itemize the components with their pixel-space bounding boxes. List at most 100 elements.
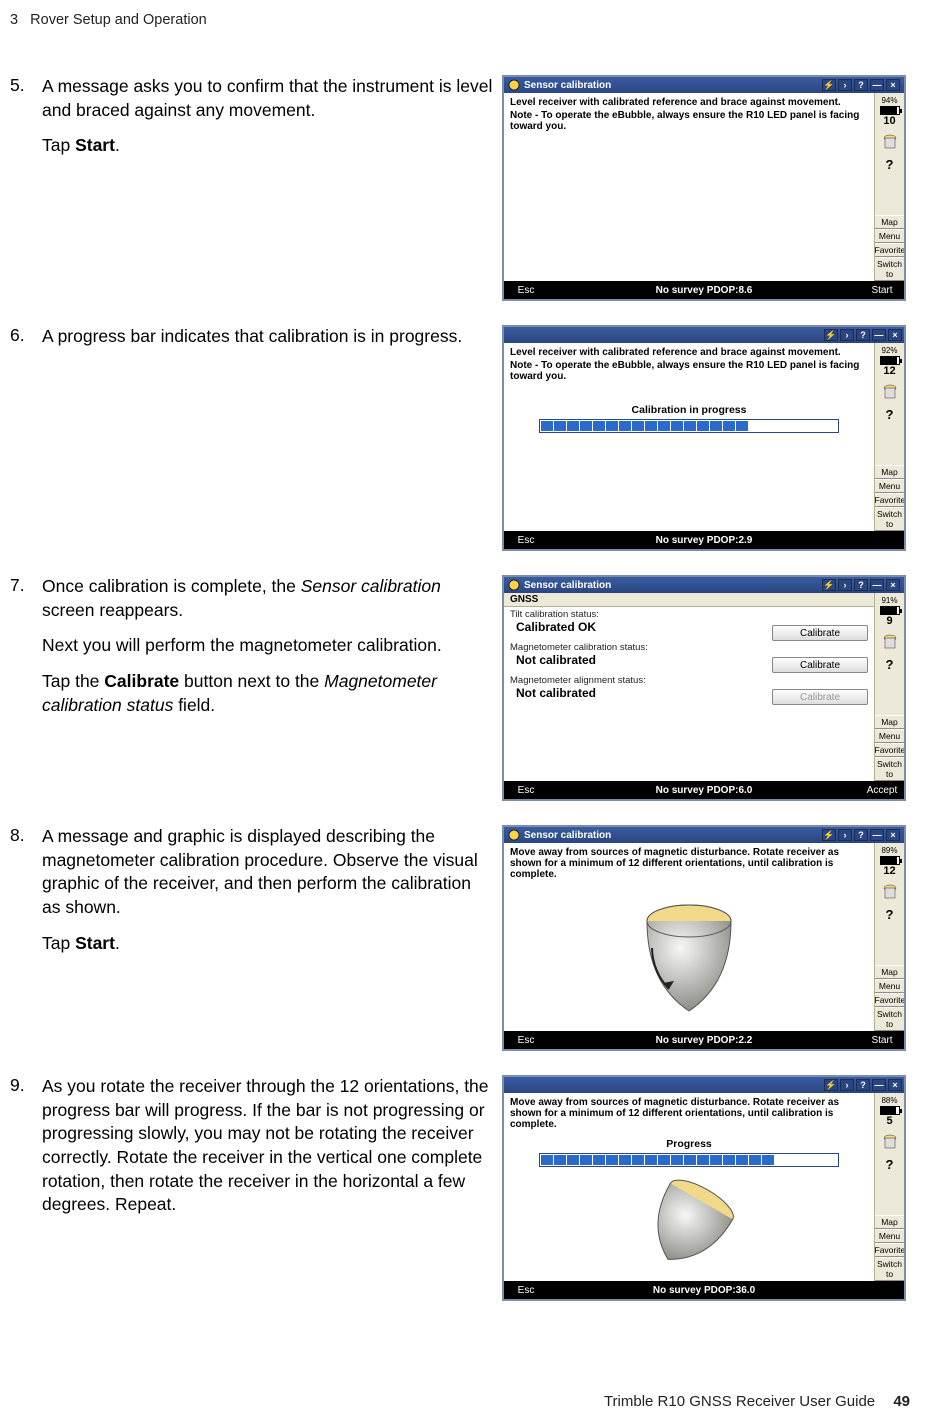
titlebar-text: Sensor calibration [524, 580, 611, 591]
side-map-button[interactable]: Map [875, 715, 905, 729]
workarea: Level receiver with calibrated reference… [504, 343, 874, 531]
help-icon[interactable]: ? [856, 1079, 870, 1091]
esc-button[interactable]: Esc [504, 785, 548, 796]
bolt-icon[interactable]: › [838, 79, 852, 91]
help-icon[interactable]: ? [854, 579, 868, 591]
side-menu-button[interactable]: Menu [875, 479, 905, 493]
status-text: No survey PDOP:2.2 [548, 1035, 860, 1046]
esc-button[interactable]: Esc [504, 285, 548, 296]
esc-button[interactable]: Esc [504, 1285, 548, 1296]
bolt-icon[interactable]: › [840, 329, 854, 341]
help-mark[interactable]: ? [886, 907, 894, 922]
titlebar-small: ⚡ › ? — × [504, 1077, 904, 1093]
close-icon[interactable]: × [888, 329, 902, 341]
side-favorites-button[interactable]: Favorites [875, 243, 905, 257]
side-menu-button[interactable]: Menu [875, 979, 905, 993]
tilt-label: Tilt calibration status: [510, 609, 868, 620]
page-footer: Trimble R10 GNSS Receiver User Guide 49 [604, 1393, 910, 1410]
side-map-button[interactable]: Map [875, 215, 905, 229]
trimble-icon [508, 579, 520, 591]
side-favorites-button[interactable]: Favorites [875, 743, 905, 757]
step-text: A progress bar indicates that calibratio… [42, 325, 494, 349]
start-button[interactable]: Start [860, 285, 904, 296]
note-text: Note - To operate the eBubble, always en… [504, 358, 874, 384]
help-mark[interactable]: ? [886, 657, 894, 672]
mag-align-label: Magnetometer alignment status: [510, 675, 868, 686]
plug-icon[interactable]: ⚡ [822, 829, 836, 841]
help-mark[interactable]: ? [886, 157, 894, 172]
step-text: Tap Start. [42, 134, 494, 158]
gnss-tab[interactable]: GNSS [504, 593, 874, 607]
chapter-title: Rover Setup and Operation [30, 12, 207, 28]
side-menu-button[interactable]: Menu [875, 1229, 905, 1243]
battery-icon [880, 606, 900, 615]
side-map-button[interactable]: Map [875, 965, 905, 979]
bottombar: Esc No survey PDOP:36.0 [504, 1281, 904, 1299]
step-8: 8. A message and graphic is displayed de… [0, 825, 930, 1051]
battery-icon [880, 356, 900, 365]
bottombar: Esc No survey PDOP:2.9 [504, 531, 904, 549]
step-text: A message and graphic is displayed descr… [42, 825, 494, 920]
status-text: No survey PDOP:2.9 [548, 535, 860, 546]
close-icon[interactable]: × [886, 829, 900, 841]
help-mark[interactable]: ? [886, 1157, 894, 1172]
titlebar-right: ⚡ › ? — × [822, 829, 900, 841]
plug-icon[interactable]: ⚡ [824, 329, 838, 341]
note-text: Note - To operate the eBubble, always en… [504, 108, 874, 134]
progress-bar [539, 419, 839, 433]
bolt-icon[interactable]: › [838, 579, 852, 591]
start-button[interactable]: Start [860, 1035, 904, 1046]
step-body: As you rotate the receiver through the 1… [42, 1075, 502, 1229]
minimize-icon[interactable]: — [872, 1079, 886, 1091]
side-switchto-button[interactable]: Switch to [875, 1257, 905, 1281]
minimize-icon[interactable]: — [870, 829, 884, 841]
side-switchto-button[interactable]: Switch to [875, 757, 905, 781]
minimize-icon[interactable]: — [870, 579, 884, 591]
side-menu-button[interactable]: Menu [875, 729, 905, 743]
close-icon[interactable]: × [886, 579, 900, 591]
side-favorites-button[interactable]: Favorites [875, 1243, 905, 1257]
side-switchto-button[interactable]: Switch to [875, 257, 905, 281]
help-icon[interactable]: ? [854, 829, 868, 841]
step-text: Tap Start. [42, 932, 494, 956]
sidebar: 92% 12 ? Map Menu Favorites Switch to [874, 343, 904, 531]
side-switchto-button[interactable]: Switch to [875, 1007, 905, 1031]
plug-icon[interactable]: ⚡ [822, 579, 836, 591]
satellite-count: 12 [883, 865, 895, 877]
plug-icon[interactable]: ⚡ [824, 1079, 838, 1091]
help-mark[interactable]: ? [886, 407, 894, 422]
sidebar: 89% 12 ? Map Menu Favorites Switch to [874, 843, 904, 1031]
step-number: 9. [0, 1075, 42, 1096]
accept-button[interactable]: Accept [860, 785, 904, 796]
bolt-icon[interactable]: › [840, 1079, 854, 1091]
minimize-icon[interactable]: — [870, 79, 884, 91]
side-menu-button[interactable]: Menu [875, 229, 905, 243]
receiver-mini-icon [882, 383, 898, 403]
minimize-icon[interactable]: — [872, 329, 886, 341]
close-icon[interactable]: × [888, 1079, 902, 1091]
instruction-text: Level receiver with calibrated reference… [504, 343, 874, 358]
help-icon[interactable]: ? [856, 329, 870, 341]
battery-icon [880, 106, 900, 115]
step-text: As you rotate the receiver through the 1… [42, 1075, 494, 1217]
esc-button[interactable]: Esc [504, 535, 548, 546]
step-text: Once calibration is complete, the Sensor… [42, 575, 494, 622]
side-map-button[interactable]: Map [875, 465, 905, 479]
side-switchto-button[interactable]: Switch to [875, 507, 905, 531]
satellite-count: 5 [886, 1115, 892, 1127]
receiver-mini-icon [882, 1133, 898, 1153]
esc-button[interactable]: Esc [504, 1035, 548, 1046]
titlebar-text: Sensor calibration [524, 80, 611, 91]
calibrate-magnetometer-button[interactable]: Calibrate [772, 657, 868, 673]
side-map-button[interactable]: Map [875, 1215, 905, 1229]
help-icon[interactable]: ? [854, 79, 868, 91]
calibrate-tilt-button[interactable]: Calibrate [772, 625, 868, 641]
plug-icon[interactable]: ⚡ [822, 79, 836, 91]
bolt-icon[interactable]: › [838, 829, 852, 841]
battery-indicator: 91% 9 [880, 596, 900, 627]
titlebar-right: ⚡ › ? — × [822, 79, 900, 91]
side-favorites-button[interactable]: Favorites [875, 493, 905, 507]
side-favorites-button[interactable]: Favorites [875, 993, 905, 1007]
battery-indicator: 88% 5 [880, 1096, 900, 1127]
close-icon[interactable]: × [886, 79, 900, 91]
